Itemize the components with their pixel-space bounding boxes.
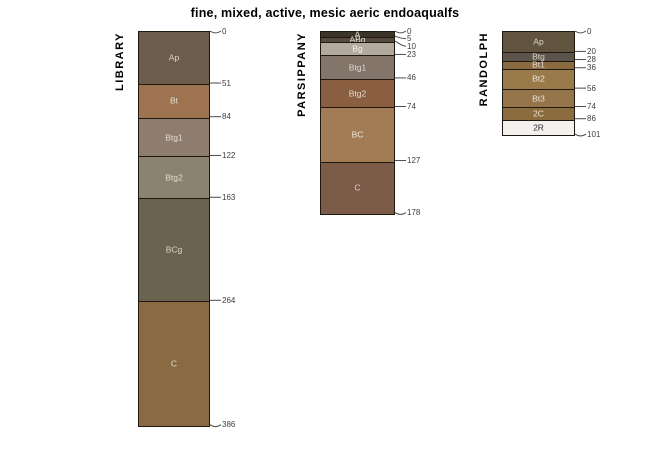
horizon-parsippany-a: A bbox=[321, 29, 394, 40]
horizon-randolph-2r: 2R bbox=[503, 119, 574, 136]
horizon-library-btg2: Btg2 bbox=[139, 156, 209, 199]
depth-label-randolph-20: 20 bbox=[587, 46, 596, 56]
horizon-label: Btg bbox=[532, 51, 545, 62]
depth-label-parsippany-0: 0 bbox=[407, 26, 412, 36]
chart-title: fine, mixed, active, mesic aeric endoaqu… bbox=[190, 6, 460, 20]
horizon-library-bcg: BCg bbox=[139, 198, 209, 302]
horizon-label: Btg2 bbox=[165, 172, 183, 183]
depth-label-randolph-86: 86 bbox=[587, 114, 596, 124]
horizon-label: C bbox=[170, 358, 178, 369]
profile-column-parsippany: A ABg Bg Btg1 Btg2 BC C bbox=[320, 29, 395, 215]
depth-label-parsippany-46: 46 bbox=[407, 73, 416, 83]
horizon-parsippany-bg: Bg bbox=[321, 42, 394, 56]
depth-label-randolph-56: 56 bbox=[587, 83, 596, 93]
horizon-randolph-bt1: Bt1 bbox=[503, 59, 574, 70]
depth-tick-leader bbox=[394, 30, 407, 34]
profile-name-parsippany: PARSIPPANY bbox=[296, 32, 308, 117]
depth-label-randolph-101: 101 bbox=[587, 129, 601, 139]
depth-label-randolph-0: 0 bbox=[587, 26, 592, 36]
horizon-label: Bt bbox=[169, 95, 179, 106]
profile-column-library: Ap Bt Btg1 Btg2 BCg C bbox=[138, 31, 210, 427]
horizon-label: 2R bbox=[533, 122, 544, 133]
depth-label-library-386: 386 bbox=[222, 420, 236, 430]
horizon-randolph-btg: Btg bbox=[503, 51, 574, 62]
depth-tick-leader bbox=[574, 30, 587, 34]
horizon-label: Btg1 bbox=[348, 62, 367, 73]
horizon-label: Bt2 bbox=[532, 73, 545, 84]
depth-label-library-163: 163 bbox=[222, 192, 236, 202]
depth-label-library-264: 264 bbox=[222, 295, 236, 305]
depth-tick-leader bbox=[209, 30, 222, 34]
horizon-label: Ap bbox=[168, 52, 180, 63]
horizon-parsippany-c: C bbox=[321, 161, 394, 214]
horizon-label: Bt3 bbox=[532, 93, 545, 104]
depth-label-parsippany-10: 10 bbox=[407, 41, 416, 51]
depth-label-parsippany-5: 5 bbox=[407, 34, 412, 44]
horizon-library-btg1: Btg1 bbox=[139, 117, 209, 157]
horizon-library-ap: Ap bbox=[139, 32, 209, 85]
depth-tick-leader bbox=[394, 35, 407, 40]
horizon-parsippany-abg: ABg bbox=[321, 34, 394, 45]
depth-tick-leader bbox=[209, 424, 222, 428]
horizon-randolph-bt2: Bt2 bbox=[503, 68, 574, 90]
depth-label-library-84: 84 bbox=[222, 112, 231, 122]
horizon-randolph-2c: 2C bbox=[503, 107, 574, 120]
profile-name-library: LIBRARY bbox=[114, 32, 126, 91]
depth-tick-leader bbox=[394, 212, 407, 215]
depth-label-randolph-36: 36 bbox=[587, 63, 596, 73]
depth-tick-leader bbox=[574, 133, 587, 137]
depth-label-library-0: 0 bbox=[222, 26, 227, 36]
horizon-label: A bbox=[354, 29, 361, 40]
horizon-parsippany-bc: BC bbox=[321, 107, 394, 162]
horizon-library-c: C bbox=[139, 301, 209, 426]
horizon-label: BC bbox=[351, 129, 364, 140]
depth-label-parsippany-74: 74 bbox=[407, 101, 416, 111]
depth-label-parsippany-127: 127 bbox=[407, 156, 421, 166]
horizon-randolph-ap: Ap bbox=[503, 32, 574, 53]
horizon-label: Bg bbox=[352, 43, 363, 54]
profile-column-randolph: Ap Btg Bt1 Bt2 Bt3 2C 2R bbox=[502, 31, 575, 137]
horizon-parsippany-btg1: Btg1 bbox=[321, 55, 394, 79]
depth-label-library-51: 51 bbox=[222, 78, 231, 88]
depth-axis-parsippany bbox=[394, 30, 407, 215]
depth-tick-leader bbox=[394, 40, 407, 47]
horizon-label: ABg bbox=[349, 34, 366, 45]
depth-label-parsippany-178: 178 bbox=[407, 208, 421, 218]
horizon-randolph-bt3: Bt3 bbox=[503, 89, 574, 108]
horizon-label: 2C bbox=[533, 108, 544, 119]
horizon-parsippany-btg2: Btg2 bbox=[321, 78, 394, 108]
horizon-library-bt: Bt bbox=[139, 84, 209, 118]
horizon-label: BCg bbox=[165, 244, 183, 255]
depth-axis-library bbox=[209, 30, 222, 428]
horizon-label: Bt1 bbox=[532, 59, 545, 70]
profile-name-randolph: RANDOLPH bbox=[478, 32, 490, 107]
depth-axis-randolph bbox=[574, 30, 587, 137]
depth-label-randolph-28: 28 bbox=[587, 55, 596, 65]
depth-label-library-122: 122 bbox=[222, 150, 236, 160]
depth-label-randolph-74: 74 bbox=[587, 101, 596, 111]
depth-label-parsippany-23: 23 bbox=[407, 49, 416, 59]
horizon-label: Btg2 bbox=[348, 88, 367, 99]
horizon-label: Ap bbox=[533, 36, 544, 47]
horizon-label: Btg1 bbox=[165, 132, 183, 143]
horizon-label: C bbox=[354, 182, 361, 193]
